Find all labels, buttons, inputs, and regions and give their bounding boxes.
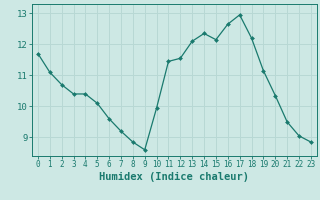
X-axis label: Humidex (Indice chaleur): Humidex (Indice chaleur) bbox=[100, 172, 249, 182]
